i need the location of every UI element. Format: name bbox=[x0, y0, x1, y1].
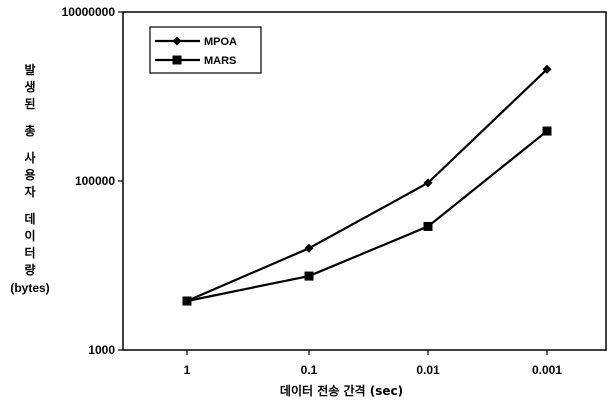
legend-marker bbox=[172, 36, 182, 46]
y-tick-label: 100000 bbox=[75, 174, 115, 188]
series-layer bbox=[182, 64, 552, 306]
x-tick-label: 0.1 bbox=[301, 363, 318, 377]
y-label-char: 용 bbox=[24, 168, 36, 182]
y-label-char: 터 bbox=[24, 246, 36, 260]
legend-label: MPOA bbox=[204, 36, 237, 48]
legend-box bbox=[149, 26, 262, 74]
x-tick-label: 0.01 bbox=[416, 363, 440, 377]
y-label-char: 된 bbox=[24, 97, 36, 111]
legend-label: MARS bbox=[204, 55, 236, 67]
y-label-char: 사 bbox=[24, 151, 36, 165]
data-point bbox=[542, 64, 552, 74]
data-point bbox=[423, 221, 433, 231]
series-mpoa bbox=[182, 64, 552, 306]
legend: MPOA MARS bbox=[149, 26, 262, 74]
y-axis-label: 발 생 된 총 사 용 자 데 이 터 량 (bytes) bbox=[4, 62, 56, 296]
series-line bbox=[186, 130, 548, 303]
x-tick-label: 1 bbox=[184, 363, 191, 377]
y-label-char: 발 bbox=[24, 63, 36, 77]
y-label-char: 데 bbox=[24, 212, 36, 226]
y-label-char: 자 bbox=[24, 185, 36, 199]
data-point bbox=[304, 271, 314, 281]
y-label-unit: (bytes) bbox=[10, 281, 50, 295]
x-tick-layer: 1 0.1 0.01 0.001 bbox=[184, 350, 562, 377]
data-point bbox=[182, 296, 192, 306]
series-mars bbox=[182, 126, 552, 306]
y-label-char: 이 bbox=[24, 229, 36, 243]
y-tick-label: 1000 bbox=[88, 343, 115, 357]
x-tick-label: 0.001 bbox=[532, 363, 562, 377]
y-tick-layer: 1000 100000 10000000 bbox=[62, 5, 123, 357]
y-tick-label: 10000000 bbox=[62, 5, 116, 19]
data-point bbox=[542, 126, 552, 136]
data-point bbox=[423, 178, 433, 188]
data-point bbox=[304, 243, 314, 253]
x-axis-label: 데이터 전송 간격 (sec) bbox=[279, 384, 404, 398]
y-label-char: 생 bbox=[24, 80, 36, 94]
y-label-char: 총 bbox=[24, 124, 36, 138]
legend-marker bbox=[172, 55, 182, 65]
series-line bbox=[186, 68, 548, 303]
y-label-char: 량 bbox=[24, 263, 36, 277]
